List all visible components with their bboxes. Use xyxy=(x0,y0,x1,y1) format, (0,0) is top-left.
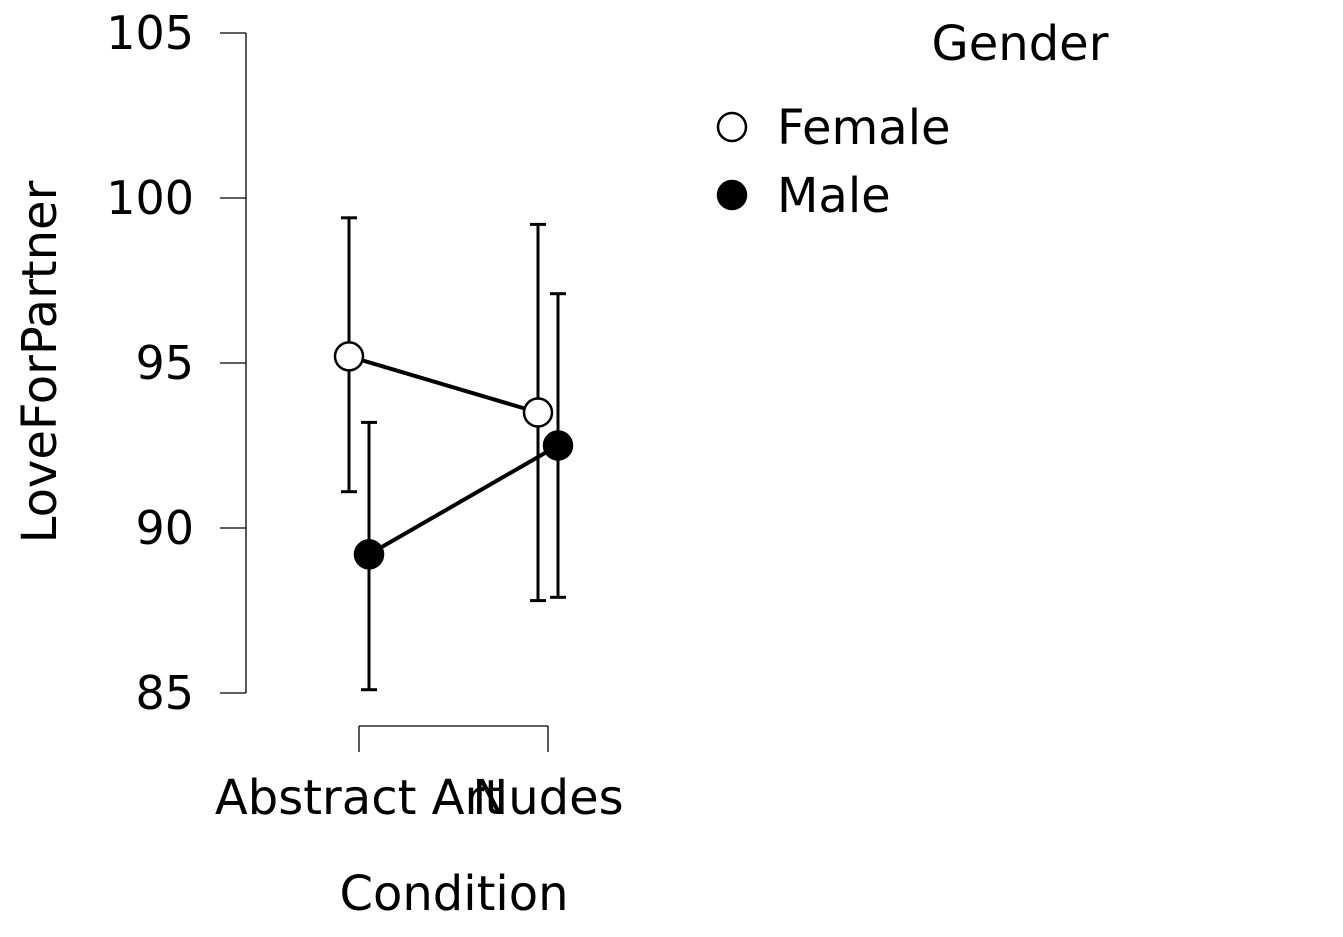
error-bars xyxy=(341,216,566,692)
legend-label: Male xyxy=(777,168,891,224)
x-tick-label: Nudes xyxy=(472,770,623,826)
y-tick-label: 85 xyxy=(135,666,194,720)
y-axis-title: LoveForPartner xyxy=(12,180,68,543)
legend: Gender Female Male xyxy=(716,16,1109,224)
x-tick-label: Abstract Art xyxy=(215,770,503,826)
y-axis: 85 90 95 100 105 xyxy=(106,6,247,720)
y-tick-label: 95 xyxy=(135,336,194,390)
data-point-female xyxy=(333,341,365,372)
legend-marker-male xyxy=(716,179,748,211)
series-lines xyxy=(348,354,559,557)
x-axis-title: Condition xyxy=(339,866,568,922)
y-tick-label: 90 xyxy=(135,501,194,555)
y-tick-label: 105 xyxy=(106,6,194,60)
legend-title: Gender xyxy=(932,16,1109,72)
data-point-male xyxy=(353,539,385,570)
y-tick-label: 100 xyxy=(106,171,194,225)
legend-label: Female xyxy=(777,100,951,156)
legend-marker-female xyxy=(716,111,748,143)
data-points xyxy=(333,341,574,570)
data-point-male xyxy=(542,430,574,461)
series-line-male xyxy=(368,443,559,557)
data-point-female xyxy=(522,397,554,428)
series-line-female xyxy=(348,354,539,415)
